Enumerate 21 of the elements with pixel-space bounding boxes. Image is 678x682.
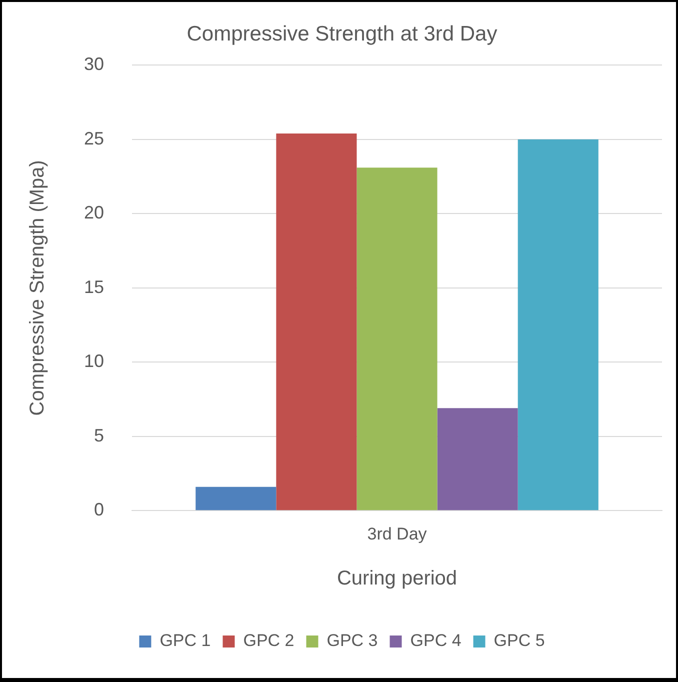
- y-tick-label: 10: [84, 351, 104, 372]
- chart-title: Compressive Strength at 3rd Day: [186, 22, 498, 46]
- bar: [356, 168, 438, 510]
- y-tick-label: 0: [94, 500, 104, 520]
- bar: [437, 408, 518, 510]
- y-axis-title: Compressive Strength (Mpa): [26, 160, 49, 416]
- y-tick-label: 5: [94, 425, 104, 446]
- legend-label: GPC 4: [410, 631, 462, 650]
- y-tick-label: 30: [84, 54, 104, 74]
- bar: [518, 139, 598, 510]
- bar: [196, 486, 276, 510]
- legend-label: GPC 1: [160, 631, 211, 650]
- y-tick-label: 25: [84, 128, 104, 148]
- bar: [276, 133, 357, 510]
- y-tick-label: 15: [84, 276, 104, 297]
- legend-label: GPC 3: [326, 631, 378, 650]
- x-tick-label: 3rd Day: [367, 524, 428, 544]
- legend-label: GPC 2: [243, 631, 294, 650]
- x-axis-title: Curing period: [336, 568, 458, 590]
- y-tick-label: 20: [84, 202, 104, 223]
- legend-label: GPC 5: [494, 631, 545, 650]
